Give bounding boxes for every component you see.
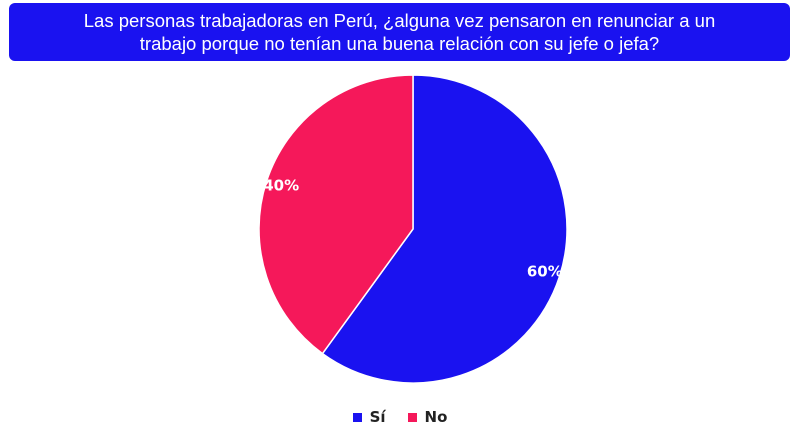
data-label-si: 60% (527, 262, 563, 280)
title-banner: Las personas trabajadoras en Perú, ¿algu… (9, 3, 790, 61)
legend-swatch-no (407, 412, 417, 422)
chart-title: Las personas trabajadoras en Perú, ¿algu… (83, 10, 716, 54)
legend-label-no: No (424, 408, 448, 426)
legend-item-si: Sí (352, 408, 386, 426)
pie-slice-si (321, 74, 568, 384)
legend-label-si: Sí (369, 408, 386, 426)
legend-item-no: No (407, 408, 448, 426)
legend-swatch-si (352, 412, 362, 422)
legend: Sí No (0, 405, 800, 429)
data-label-no: 40% (263, 177, 299, 195)
pie-slice-no (258, 74, 414, 355)
